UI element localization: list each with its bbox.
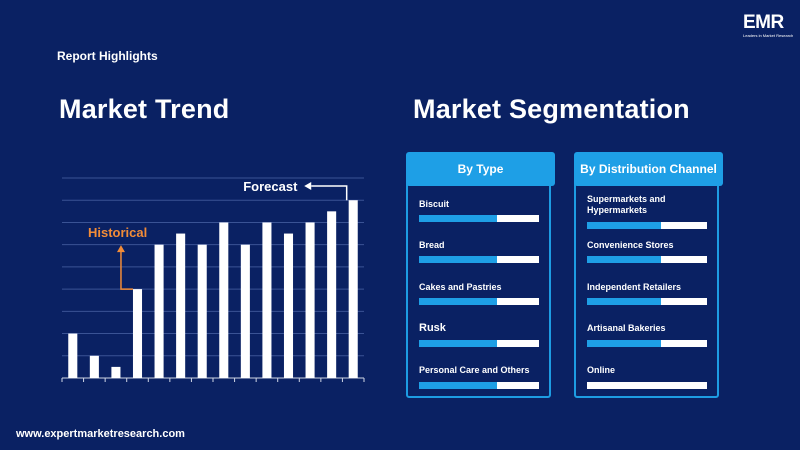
chart-bar — [132, 289, 143, 378]
by-distribution-header: By Distribution Channel — [574, 152, 723, 186]
by_distribution-item-bar — [587, 298, 707, 305]
chart-bar — [240, 244, 250, 378]
forecast-arrowhead — [304, 182, 312, 190]
by_distribution-item-label: Artisanal Bakeries — [587, 323, 666, 333]
by_type-item-label: Cakes and Pastries — [419, 282, 502, 292]
by_type-item-bar — [419, 298, 539, 305]
forecast-arrow — [311, 185, 348, 201]
by_type-item-bar-fill — [419, 382, 497, 389]
by_distribution-item-label: Supermarkets and Hypermarkets — [587, 194, 666, 215]
chart-bar — [219, 222, 229, 378]
emr-logo: EMR Leaders in Market Research — [740, 10, 793, 40]
by_type-item-bar-fill — [419, 256, 497, 263]
chart-bar — [176, 233, 186, 378]
chart-bar — [89, 355, 99, 378]
by-type-header: By Type — [406, 152, 555, 186]
chart-bar — [262, 222, 272, 378]
by_distribution-item-bar-fill — [587, 222, 662, 229]
footer-url: www.expertmarketresearch.com — [16, 428, 185, 440]
historical-arrow — [120, 249, 133, 290]
by_distribution-item-label: Independent Retailers — [587, 282, 682, 292]
chart-bar — [305, 222, 315, 378]
by_distribution-item-bar-fill — [587, 340, 662, 347]
by-type-panel — [406, 162, 551, 398]
by_type-item-label: Rusk — [419, 322, 446, 334]
by_distribution-item-bar-fill — [587, 256, 662, 263]
chart-bar — [348, 200, 358, 378]
by_type-item-label: Personal Care and Others — [419, 365, 530, 375]
by_type-item-bar — [419, 340, 539, 347]
market-segmentation-title: Market Segmentation — [413, 94, 690, 124]
by_distribution-item-bar — [587, 340, 707, 347]
by_type-item-bar-fill — [419, 340, 497, 347]
chart-bar — [327, 211, 337, 378]
chart-bar — [283, 233, 294, 378]
logo-text: EMR — [743, 12, 784, 33]
market-trend-title: Market Trend — [59, 94, 230, 124]
by_distribution-item-label: Online — [587, 365, 616, 375]
by_type-item-label: Bread — [419, 240, 445, 250]
forecast-label: Forecast — [243, 179, 298, 194]
historical-arrowhead — [116, 245, 125, 253]
by_type-item-label: Biscuit — [419, 199, 450, 209]
by_distribution-item-bar-fill — [587, 298, 662, 305]
by_type-item-bar — [419, 215, 539, 222]
chart-bar — [68, 333, 78, 378]
by_type-item-bar-fill — [419, 298, 497, 305]
by_type-item-bar — [419, 382, 539, 389]
by_distribution-item-bar — [587, 382, 707, 389]
market-trend-chart: Historical Forecast — [61, 177, 365, 382]
by_type-item-bar-fill — [419, 215, 497, 222]
chart-bar — [111, 366, 121, 378]
logo-subtext: Leaders in Market Research — [743, 33, 794, 38]
chart-bar — [197, 244, 207, 378]
by_type-item-bar — [419, 256, 539, 263]
historical-label: Historical — [88, 225, 147, 240]
by_distribution-item-bar — [587, 256, 707, 263]
by_distribution-item-bar — [587, 222, 707, 229]
report-highlights-label: Report Highlights — [57, 49, 158, 63]
by_distribution-item-label: Convenience Stores — [587, 240, 674, 250]
chart-bar — [154, 244, 164, 378]
